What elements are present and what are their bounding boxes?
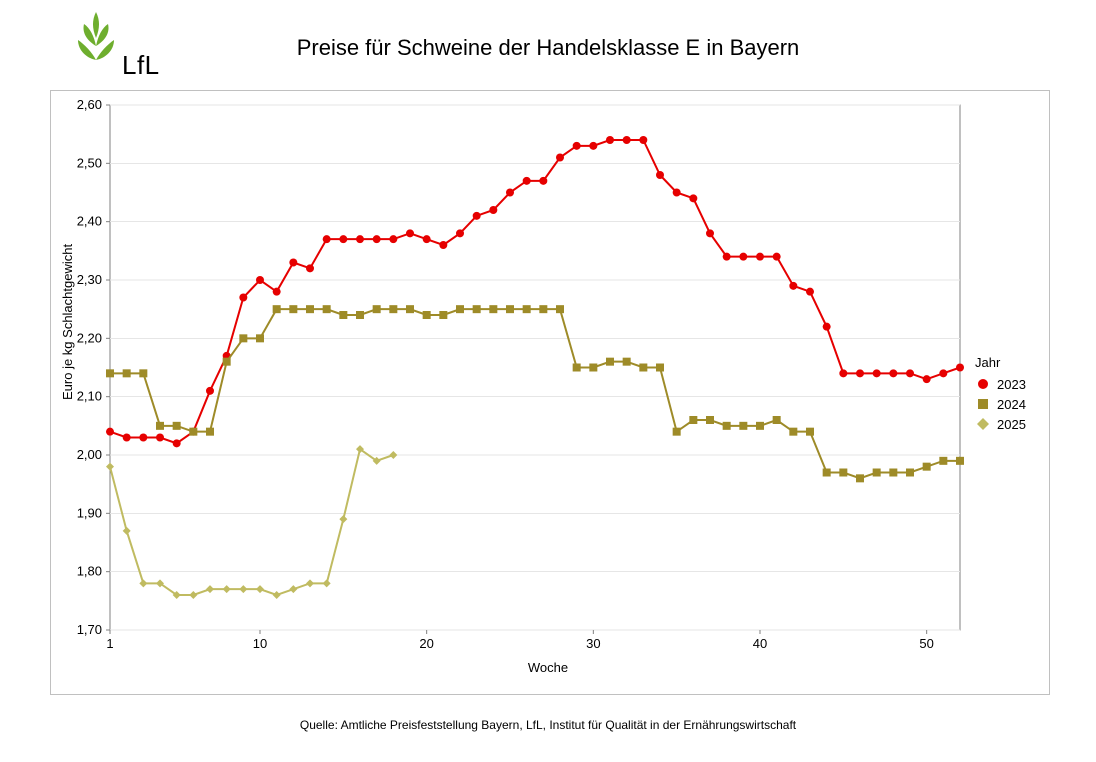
legend-item: 2023 bbox=[975, 374, 1026, 394]
svg-text:2,40: 2,40 bbox=[77, 214, 102, 229]
svg-text:2,00: 2,00 bbox=[77, 447, 102, 462]
svg-text:2,60: 2,60 bbox=[77, 97, 102, 112]
legend-label: 2023 bbox=[997, 377, 1026, 392]
svg-text:2,10: 2,10 bbox=[77, 389, 102, 404]
svg-text:2,50: 2,50 bbox=[77, 155, 102, 170]
line-chart: 1,70 1,80 1,90 2,00 2,10 2,20 2,30 2,40 2,50 2,60… bbox=[0, 0, 1096, 700]
legend-item: 2025 bbox=[975, 414, 1026, 434]
legend-swatch bbox=[975, 396, 991, 412]
legend-label: 2024 bbox=[997, 397, 1026, 412]
svg-text:2,20: 2,20 bbox=[77, 330, 102, 345]
source-note: Quelle: Amtliche Preisfeststellung Bayer… bbox=[0, 718, 1096, 732]
svg-text:10: 10 bbox=[253, 636, 267, 651]
legend-label: 2025 bbox=[997, 417, 1026, 432]
legend-swatch bbox=[975, 376, 991, 392]
svg-text:2,30: 2,30 bbox=[77, 272, 102, 287]
svg-text:40: 40 bbox=[753, 636, 767, 651]
svg-text:1,90: 1,90 bbox=[77, 505, 102, 520]
svg-text:50: 50 bbox=[919, 636, 933, 651]
svg-text:20: 20 bbox=[419, 636, 433, 651]
legend-title: Jahr bbox=[975, 355, 1026, 370]
legend-swatch bbox=[975, 416, 991, 432]
svg-text:1,70: 1,70 bbox=[77, 622, 102, 637]
legend: Jahr 2023 2024 2025 bbox=[975, 355, 1026, 434]
svg-text:1: 1 bbox=[106, 636, 113, 651]
svg-text:1,80: 1,80 bbox=[77, 564, 102, 579]
legend-item: 2024 bbox=[975, 394, 1026, 414]
svg-text:30: 30 bbox=[586, 636, 600, 651]
